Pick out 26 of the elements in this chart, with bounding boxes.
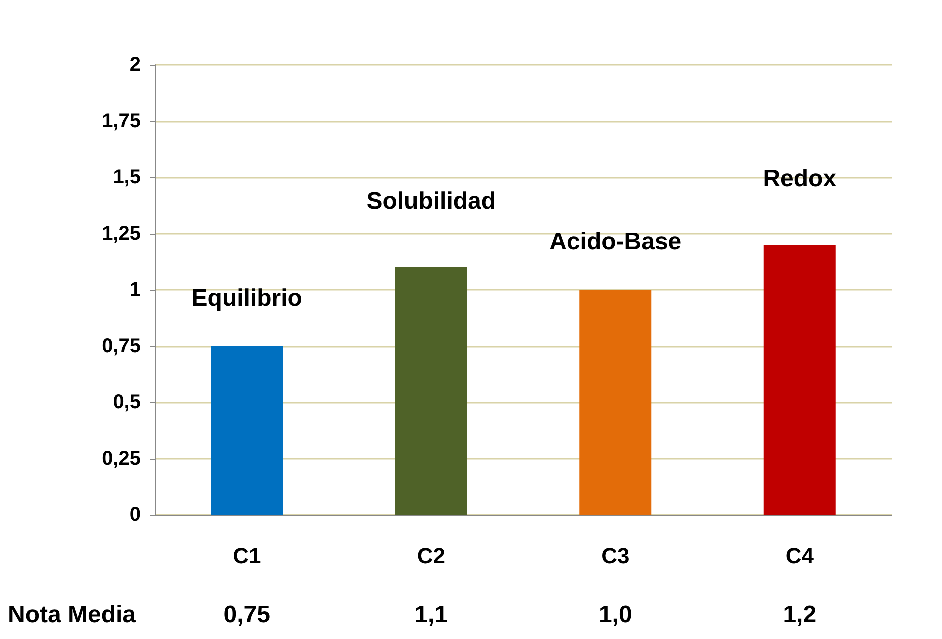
y-tick-label: 0 [130, 504, 141, 526]
text: Nota Media [8, 602, 137, 628]
annotation: Solubilidad [366, 188, 496, 215]
x-tick-label: C1 [233, 544, 262, 568]
data-label: 0,75 [224, 602, 270, 628]
y-tick-label: 1 [130, 279, 141, 301]
y-tick-label: 0,25 [102, 448, 141, 470]
x-tick-label: C4 [786, 544, 815, 568]
y-tick-label: 1,25 [102, 222, 141, 245]
y-tick-label: 2 [130, 54, 141, 76]
x-tick-label: C3 [602, 544, 630, 568]
x-tick-label: C2 [417, 544, 446, 568]
y-tick-label: 0,5 [113, 392, 141, 414]
y-tick-label: 1,75 [102, 110, 141, 132]
data-label: 1,2 [783, 602, 817, 628]
data-label: 1,1 [414, 602, 448, 628]
bar [580, 290, 652, 515]
bar [764, 245, 836, 515]
data-label: 1,0 [598, 602, 632, 628]
y-tick-label: 1,5 [113, 166, 141, 188]
bar [211, 346, 284, 515]
annotation: Redox [763, 166, 838, 192]
annotation: Acido-Base [550, 228, 682, 256]
annotation: Equilibrio [192, 284, 302, 312]
y-tick-label: 0,75 [102, 335, 141, 358]
bar [395, 268, 468, 515]
